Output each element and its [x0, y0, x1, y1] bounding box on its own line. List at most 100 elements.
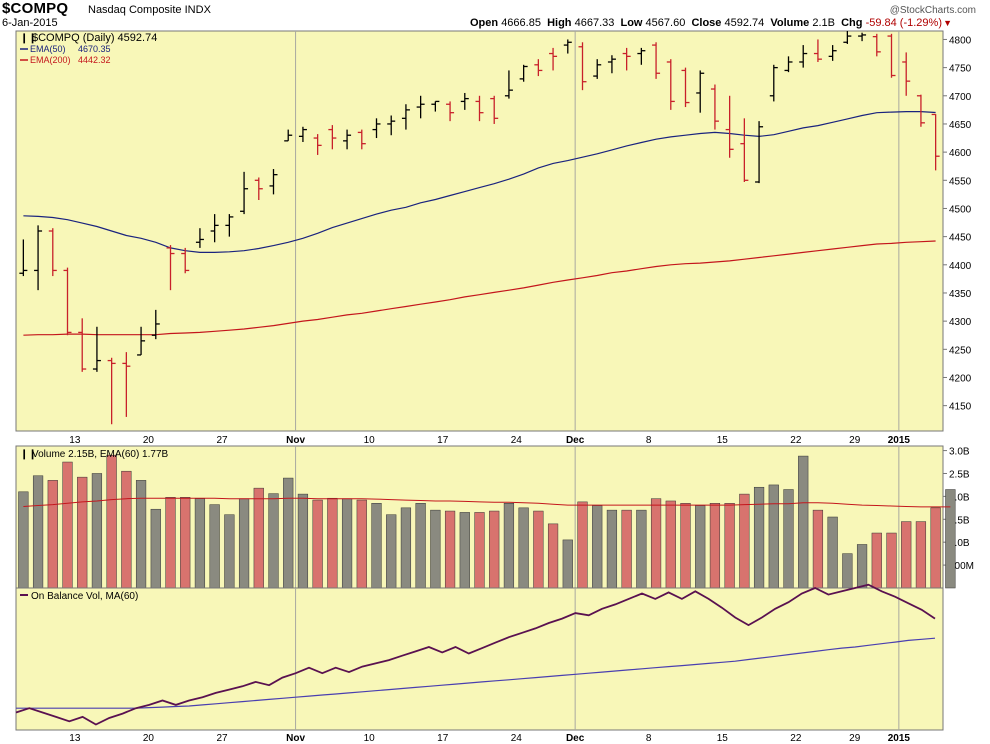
volume-bar: [650, 498, 662, 589]
price-bar: [755, 121, 764, 184]
price-bar: [387, 115, 396, 136]
high-value: 4667.33: [574, 17, 615, 29]
price-bar: [622, 47, 631, 71]
volume-bar: [194, 498, 206, 589]
x-axis-label: 13: [69, 733, 81, 744]
volume-bar: [709, 503, 721, 589]
price-bar: [549, 47, 558, 71]
volume-bar: [827, 516, 838, 589]
low-label: Low: [620, 17, 643, 29]
index-full-name: Nasdaq Composite: [88, 4, 182, 16]
price-bar: [195, 228, 204, 248]
bar-chart-icon: ❙❙: [20, 33, 37, 44]
legend-series-name: EMA(200): [30, 55, 71, 65]
price-bar: [534, 59, 543, 77]
price-bar: [416, 95, 425, 119]
volume-bar: [577, 501, 588, 589]
x-axis-label: 22: [790, 733, 802, 744]
price-bar: [652, 42, 661, 79]
open-value: 4666.85: [501, 17, 541, 29]
x-axis-label: 27: [216, 435, 228, 446]
volume-bar: [327, 497, 338, 589]
legend-series-value: 4442.32: [78, 55, 111, 65]
change-value: -59.84 (-1.29%): [865, 17, 942, 29]
price-bar: [872, 33, 881, 57]
volume-tick-label: 3.0B: [949, 447, 970, 458]
price-bar: [343, 129, 352, 150]
volume-value: 2.1B: [812, 17, 835, 29]
open-label: Open: [470, 17, 499, 29]
price-bar: [490, 95, 499, 124]
volume-bar: [283, 477, 294, 589]
volume-bar: [415, 503, 426, 589]
x-axis-label: 2015: [888, 435, 911, 446]
volume-bar: [724, 503, 735, 589]
volume-bar: [32, 475, 44, 589]
x-axis-label: 29: [849, 733, 861, 744]
x-axis-label: Nov: [286, 435, 305, 446]
x-axis-label: Nov: [286, 733, 305, 744]
price-tick-label: 4350: [949, 289, 972, 300]
obv-panel-title: On Balance Vol, MA(60): [31, 591, 138, 602]
volume-bar: [783, 489, 794, 589]
price-tick-label: 4200: [949, 373, 972, 384]
volume-bar: [930, 507, 941, 589]
price-bar: [328, 125, 337, 150]
price-bar: [607, 55, 616, 74]
price-bar: [78, 318, 87, 372]
price-bar: [284, 129, 293, 142]
volume-bar: [459, 512, 470, 589]
volume-tick-label: 1.5B: [949, 515, 970, 526]
price-tick-label: 4700: [949, 92, 972, 103]
volume-bar: [695, 505, 706, 589]
price-bar: [34, 225, 43, 291]
price-bar: [637, 47, 646, 65]
price-panel-frame: [15, 30, 944, 432]
obv-panel: On Balance Vol, MA(60) 13 20 27 Nov 10 17 24 Dec…: [15, 583, 944, 744]
volume-bar: [238, 498, 250, 589]
volume-tick-label: 1.0B: [949, 538, 970, 549]
x-axis-label: 15: [717, 435, 729, 446]
volume-bar: [812, 509, 824, 589]
stockcharts-credit: @StockCharts.com: [889, 5, 976, 16]
price-tick-label: 4150: [949, 402, 972, 413]
x-axis-label: 20: [143, 435, 155, 446]
x-axis-label: 24: [511, 733, 523, 744]
ohlc-summary: Open 4666.85 High 4667.33 Low 4567.60 Cl…: [470, 17, 942, 29]
price-bar: [181, 247, 190, 274]
volume-panel-title: Volume 2.15B, EMA(60) 1.77B: [32, 449, 169, 460]
volume-bar: [224, 514, 235, 589]
volume-bar: [547, 523, 559, 589]
price-bar: [887, 33, 896, 78]
price-tick-label: 4300: [949, 317, 972, 328]
price-bar: [225, 214, 234, 237]
volume-bar: [62, 461, 73, 589]
price-bar: [769, 64, 778, 102]
high-label: High: [547, 17, 572, 29]
ticker-symbol: $COMPQ: [2, 0, 69, 17]
volume-bar: [312, 499, 323, 589]
volume-bar: [253, 487, 264, 589]
price-bar: [298, 126, 307, 142]
volume-bar: [739, 493, 750, 589]
volume-bar: [371, 503, 382, 589]
close-label: Close: [691, 17, 722, 29]
change-label: Chg: [841, 17, 863, 29]
volume-bar: [901, 521, 912, 589]
volume-bar: [680, 503, 691, 589]
obv-ma60-line: [16, 637, 936, 709]
volume-bar: [489, 510, 500, 589]
price-tick-label: 4450: [949, 233, 972, 244]
price-bar: [372, 118, 381, 139]
volume-ema60-line: [23, 497, 951, 508]
volume-bar: [636, 509, 647, 589]
price-bar: [681, 67, 690, 108]
price-bar: [431, 100, 440, 112]
volume-bar: [121, 470, 132, 589]
price-tick-label: 4650: [949, 120, 972, 131]
price-bar: [19, 239, 28, 277]
x-axis-label: 20: [143, 733, 155, 744]
volume-bar: [268, 493, 279, 589]
